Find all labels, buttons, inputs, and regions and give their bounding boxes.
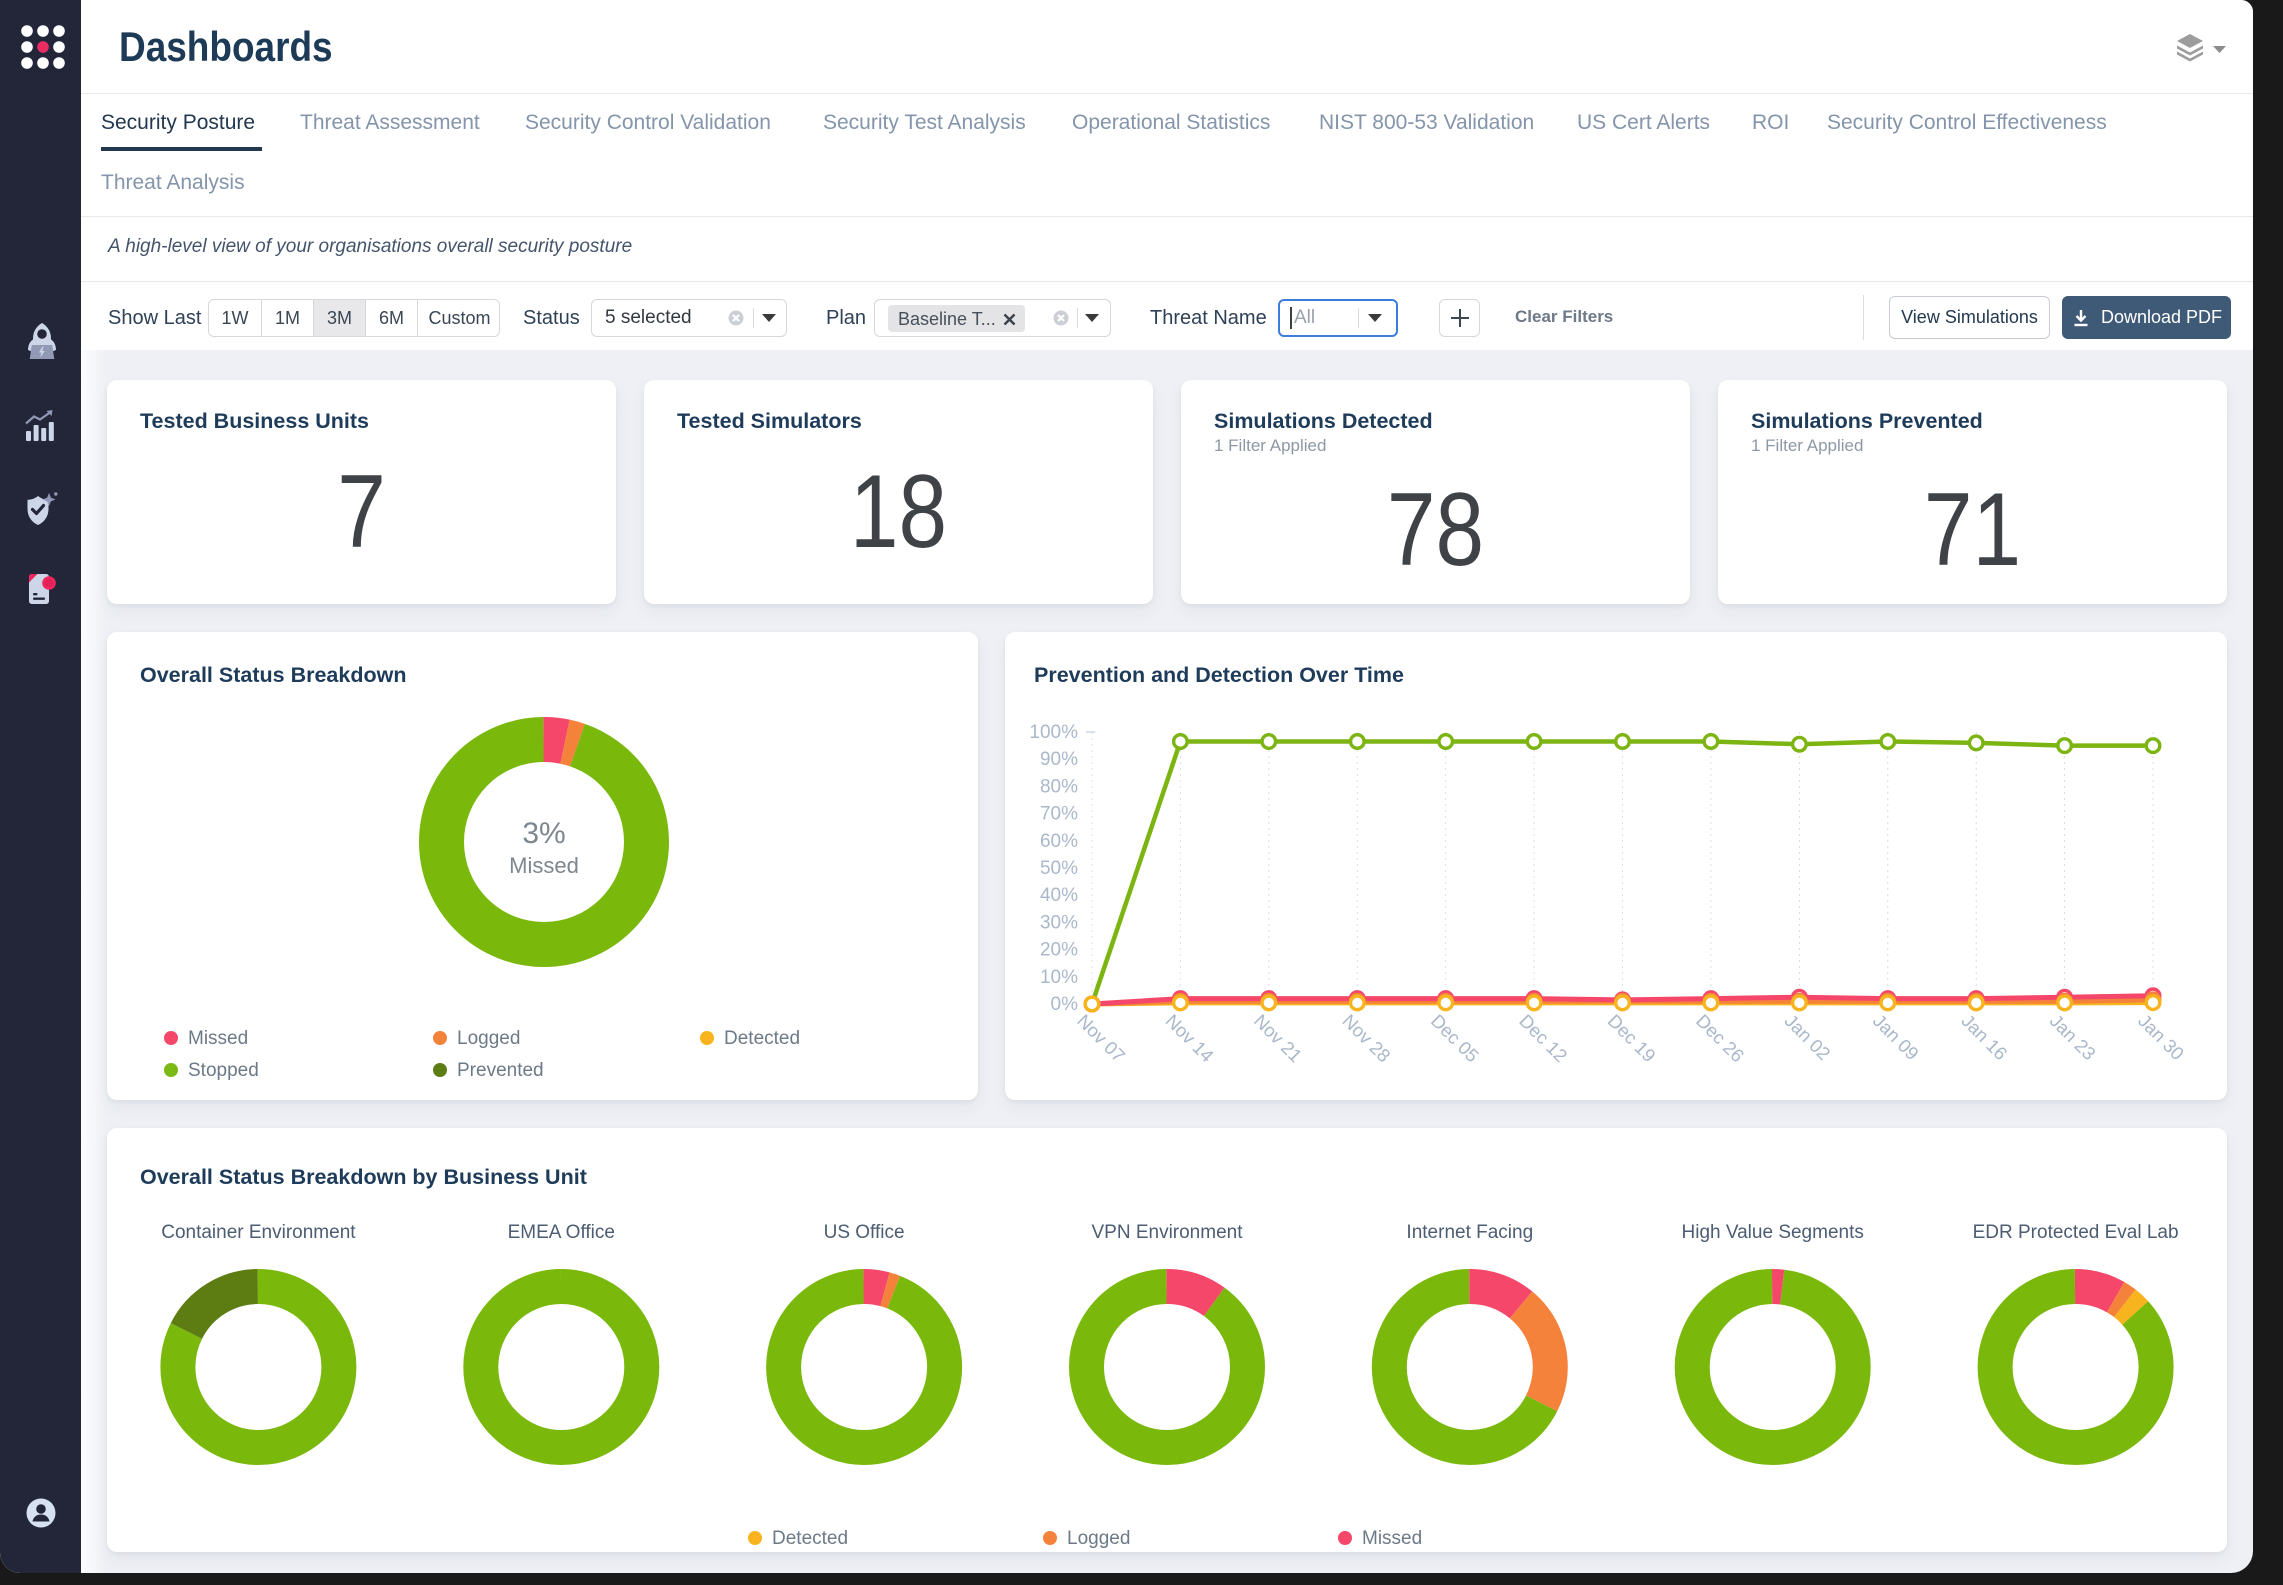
svg-text:Dec 12: Dec 12 — [1515, 1010, 1571, 1066]
svg-text:Nov 07: Nov 07 — [1073, 1010, 1129, 1066]
svg-text:Nov 28: Nov 28 — [1338, 1010, 1394, 1066]
svg-text:Jan 16: Jan 16 — [1957, 1010, 2011, 1064]
svg-text:Dec 05: Dec 05 — [1427, 1010, 1483, 1066]
svg-text:Jan 02: Jan 02 — [1781, 1010, 1835, 1064]
svg-text:100%: 100% — [1029, 722, 1078, 743]
svg-text:40%: 40% — [1040, 885, 1078, 906]
svg-text:Dec 26: Dec 26 — [1692, 1010, 1748, 1066]
svg-text:70%: 70% — [1040, 804, 1078, 825]
svg-text:Nov 21: Nov 21 — [1250, 1010, 1306, 1066]
svg-text:Dec 19: Dec 19 — [1604, 1010, 1660, 1066]
svg-text:Jan 23: Jan 23 — [2046, 1010, 2100, 1064]
svg-text:60%: 60% — [1040, 831, 1078, 852]
svg-text:80%: 80% — [1040, 776, 1078, 797]
svg-text:90%: 90% — [1040, 749, 1078, 770]
svg-text:10%: 10% — [1040, 967, 1078, 988]
svg-text:0%: 0% — [1051, 994, 1079, 1015]
svg-text:30%: 30% — [1040, 912, 1078, 933]
svg-text:Nov 14: Nov 14 — [1162, 1010, 1218, 1066]
svg-text:20%: 20% — [1040, 940, 1078, 961]
svg-text:Jan 09: Jan 09 — [1869, 1010, 1923, 1064]
svg-text:Jan 30: Jan 30 — [2134, 1010, 2188, 1064]
svg-text:50%: 50% — [1040, 858, 1078, 879]
